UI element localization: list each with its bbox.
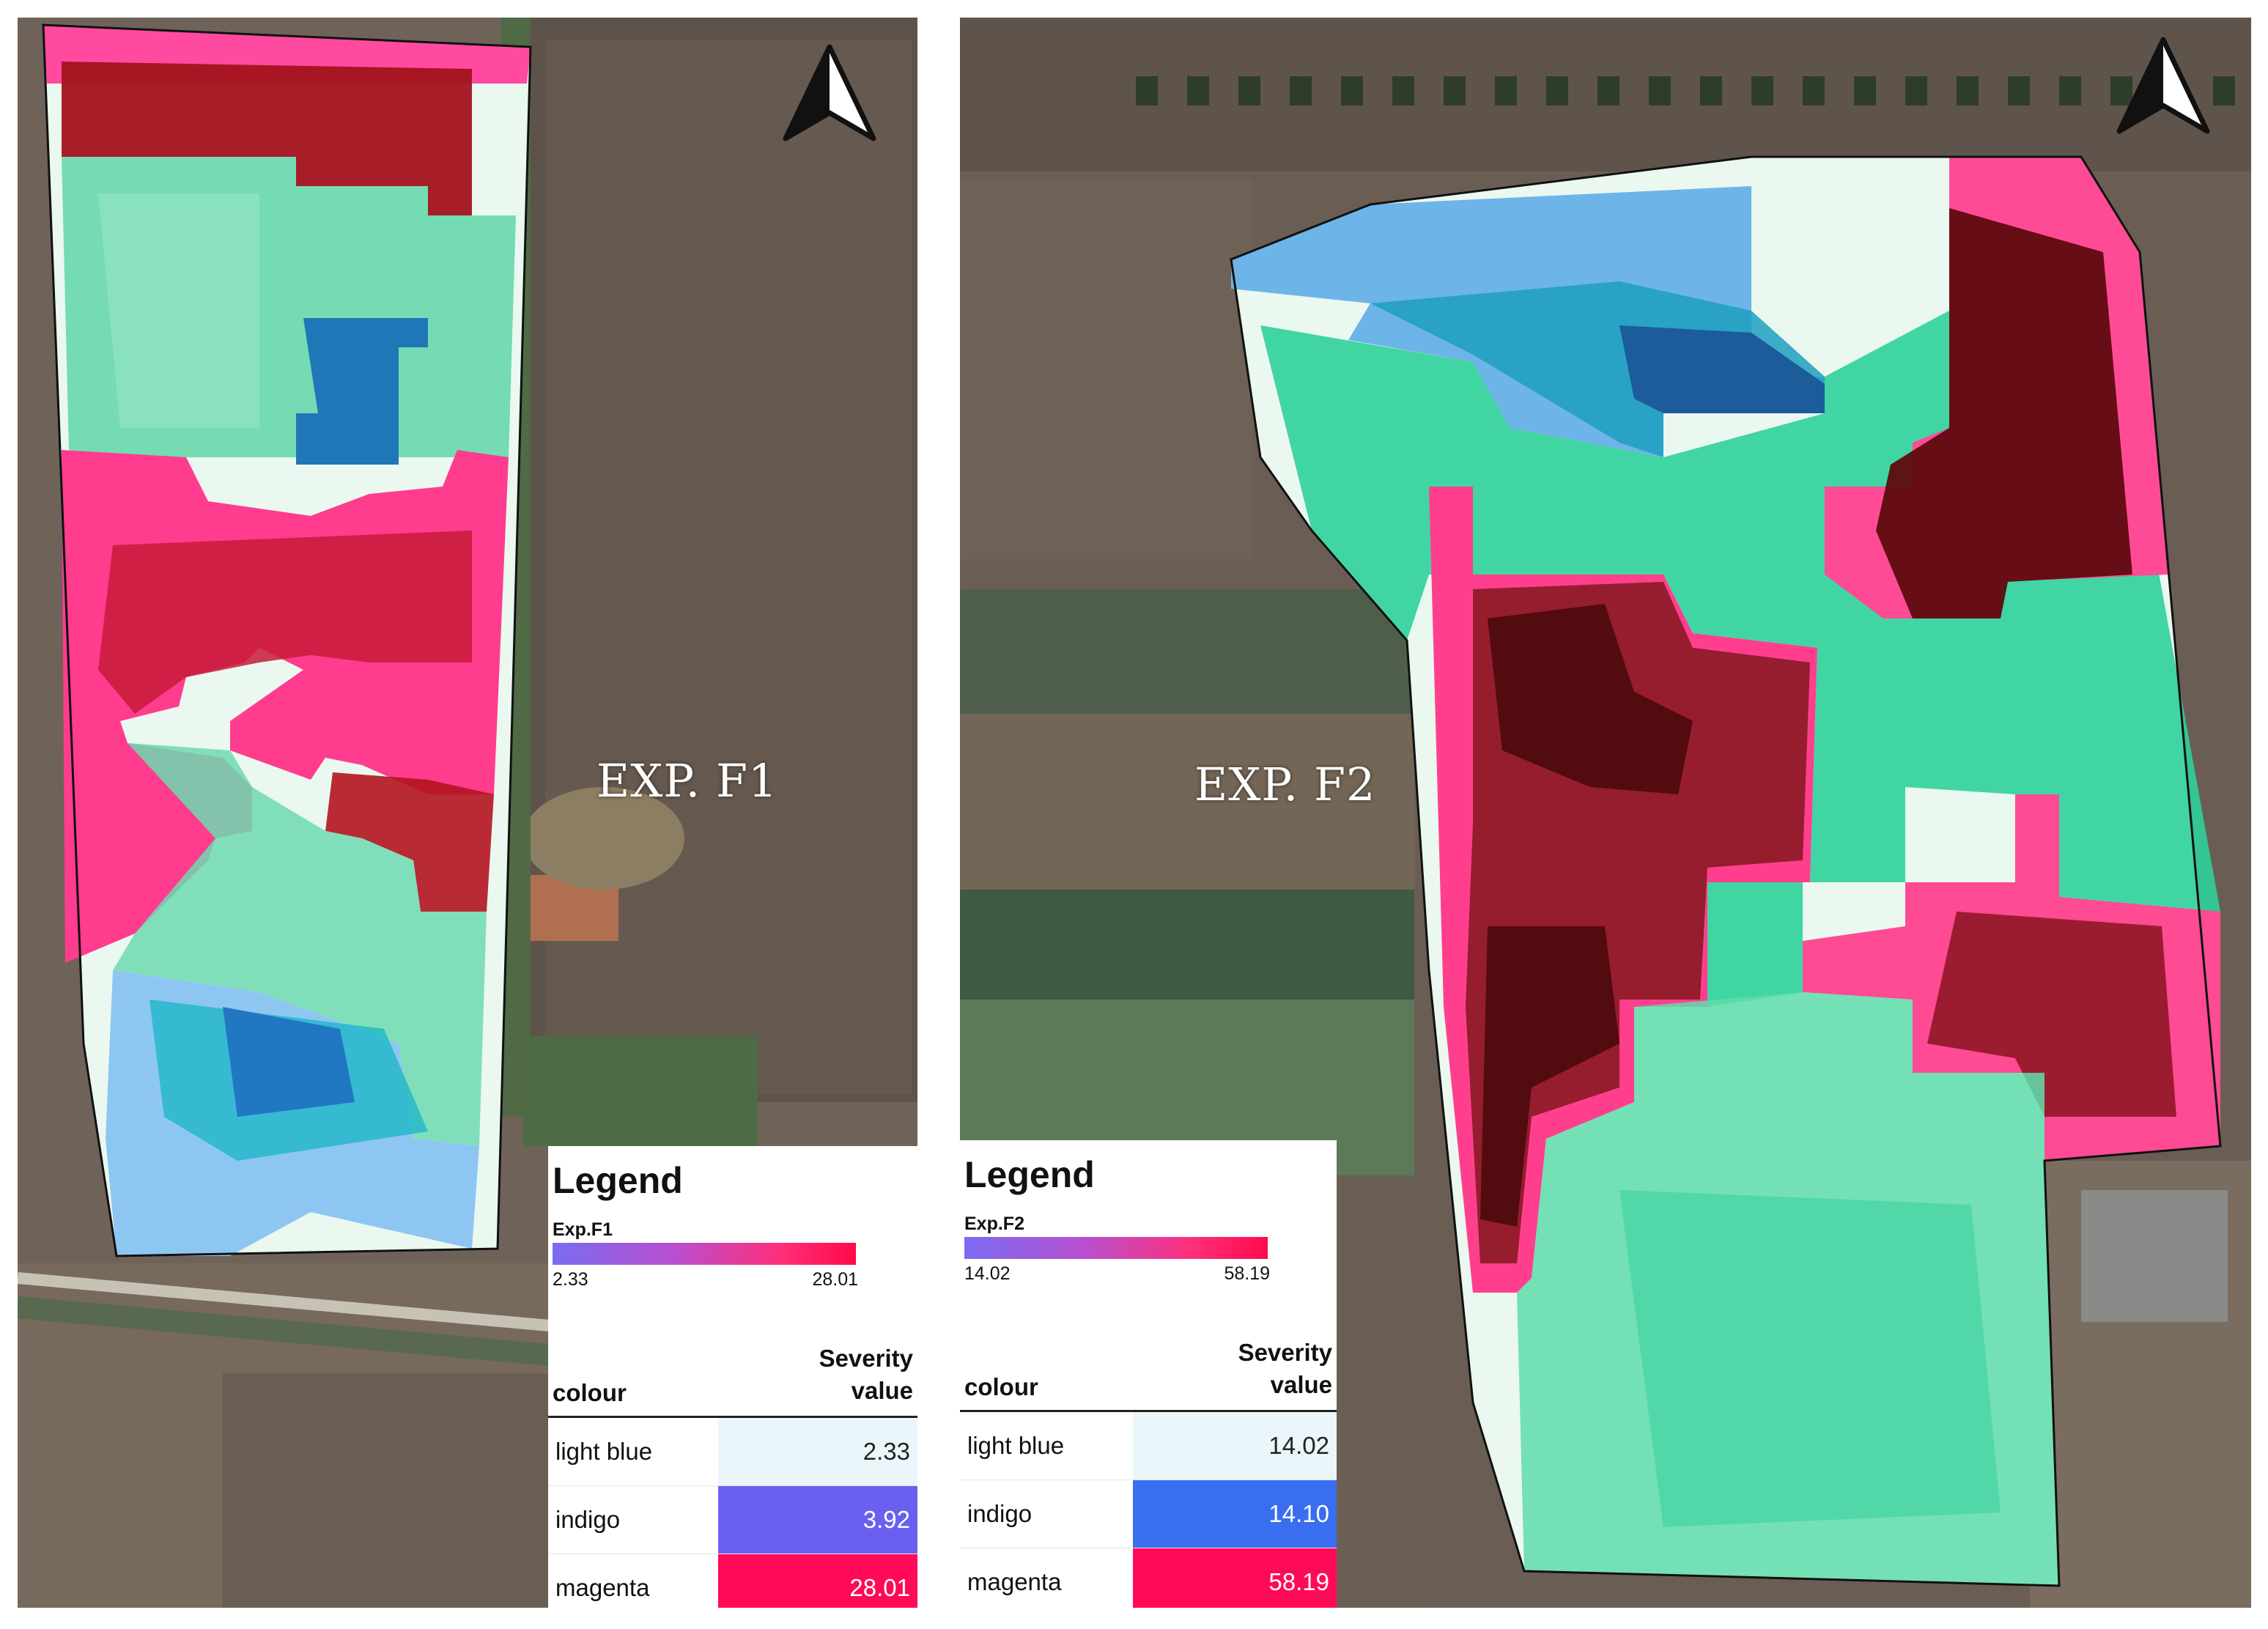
row-severity-value: 28.01 xyxy=(717,1554,917,1608)
legend-gradient-min: 14.02 xyxy=(964,1263,1011,1284)
legend-gradient-max: 28.01 xyxy=(812,1269,858,1290)
north-arrow-icon xyxy=(783,44,876,141)
table-row: light blue 14.02 xyxy=(960,1411,1337,1480)
legend-gradient-bar xyxy=(964,1237,1268,1259)
legend-gradient-bar xyxy=(553,1243,856,1265)
column-header-severity: Severity value xyxy=(1133,1331,1337,1412)
satellite-map-f2 xyxy=(960,18,2251,1608)
table-row: indigo 14.10 xyxy=(960,1480,1337,1548)
table-row: magenta 28.01 xyxy=(548,1554,917,1608)
column-header-severity: Severity value xyxy=(717,1337,917,1418)
column-header-colour: colour xyxy=(548,1337,718,1418)
row-colour-name: light blue xyxy=(548,1416,718,1486)
row-severity-value: 14.10 xyxy=(1133,1480,1337,1548)
row-colour-name: magenta xyxy=(960,1548,1134,1608)
table-row: light blue 2.33 xyxy=(548,1416,917,1486)
row-severity-value: 58.19 xyxy=(1133,1548,1337,1608)
legend-title: Legend xyxy=(553,1160,683,1201)
legend-subtitle: Exp.F1 xyxy=(553,1219,613,1240)
column-header-colour: colour xyxy=(960,1331,1134,1412)
row-severity-value: 14.02 xyxy=(1133,1411,1337,1480)
severity-table: colour Severity value light blue 2.33 in… xyxy=(548,1337,917,1608)
map-label-f2: EXP. F2 xyxy=(1194,758,1376,811)
legend-f2: Legend Exp.F2 14.02 58.19 colour Severit… xyxy=(960,1140,1337,1608)
legend-subtitle: Exp.F2 xyxy=(964,1214,1024,1234)
row-colour-name: light blue xyxy=(960,1411,1134,1480)
legend-gradient-min: 2.33 xyxy=(553,1269,588,1290)
row-severity-value: 2.33 xyxy=(717,1416,917,1486)
table-row: indigo 3.92 xyxy=(548,1485,917,1554)
map-panel-f1: EXP. F1 Legend Exp.F1 2.33 28.01 colour … xyxy=(18,18,917,1608)
row-colour-name: indigo xyxy=(960,1480,1134,1548)
legend-gradient-max: 58.19 xyxy=(1224,1263,1270,1284)
legend-f1: Legend Exp.F1 2.33 28.01 colour Severity… xyxy=(548,1146,917,1608)
legend-title: Legend xyxy=(964,1154,1095,1195)
column-header-severity-line2: value xyxy=(851,1377,913,1404)
table-row: magenta 58.19 xyxy=(960,1548,1337,1608)
north-arrow-icon xyxy=(2116,37,2210,134)
severity-table: colour Severity value light blue 14.02 i… xyxy=(960,1331,1337,1608)
field-zones-f2 xyxy=(1230,155,2222,1587)
column-header-severity-line2: value xyxy=(1270,1371,1332,1398)
map-panel-f2: EXP. F2 Legend Exp.F2 14.02 58.19 colour… xyxy=(960,18,2251,1608)
row-colour-name: indigo xyxy=(548,1485,718,1554)
column-header-severity-line1: Severity xyxy=(1238,1339,1332,1366)
column-header-severity-line1: Severity xyxy=(819,1345,913,1372)
row-colour-name: magenta xyxy=(548,1554,718,1608)
map-label-f1: EXP. F1 xyxy=(596,754,778,808)
field-zones-f1 xyxy=(42,23,532,1257)
row-severity-value: 3.92 xyxy=(717,1485,917,1554)
